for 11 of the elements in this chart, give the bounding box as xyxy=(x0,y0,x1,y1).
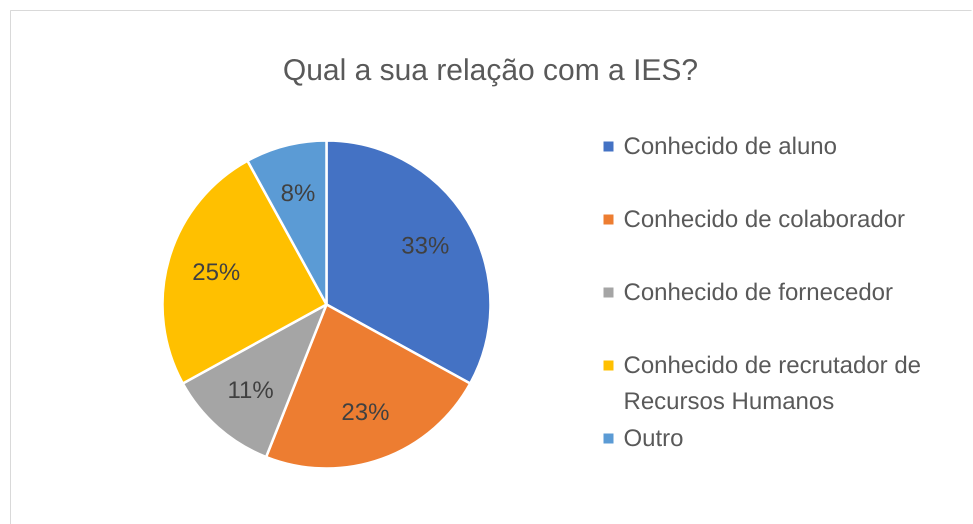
legend-label: Conhecido de aluno xyxy=(624,133,838,160)
data-label: 11% xyxy=(227,377,274,404)
legend-label: Conhecido de fornecedor xyxy=(624,279,894,306)
data-label: 8% xyxy=(280,180,316,207)
legend-label: Outro xyxy=(624,425,684,452)
chart-title: Qual a sua relação com a IES? xyxy=(282,54,698,87)
data-label: 23% xyxy=(341,399,390,426)
legend-label: Conhecido de colaborador xyxy=(624,206,906,233)
legend-label: Conhecido de recrutador de Recursos Humanos xyxy=(624,352,922,415)
data-label: 33% xyxy=(401,232,450,260)
data-label: 25% xyxy=(192,258,240,286)
